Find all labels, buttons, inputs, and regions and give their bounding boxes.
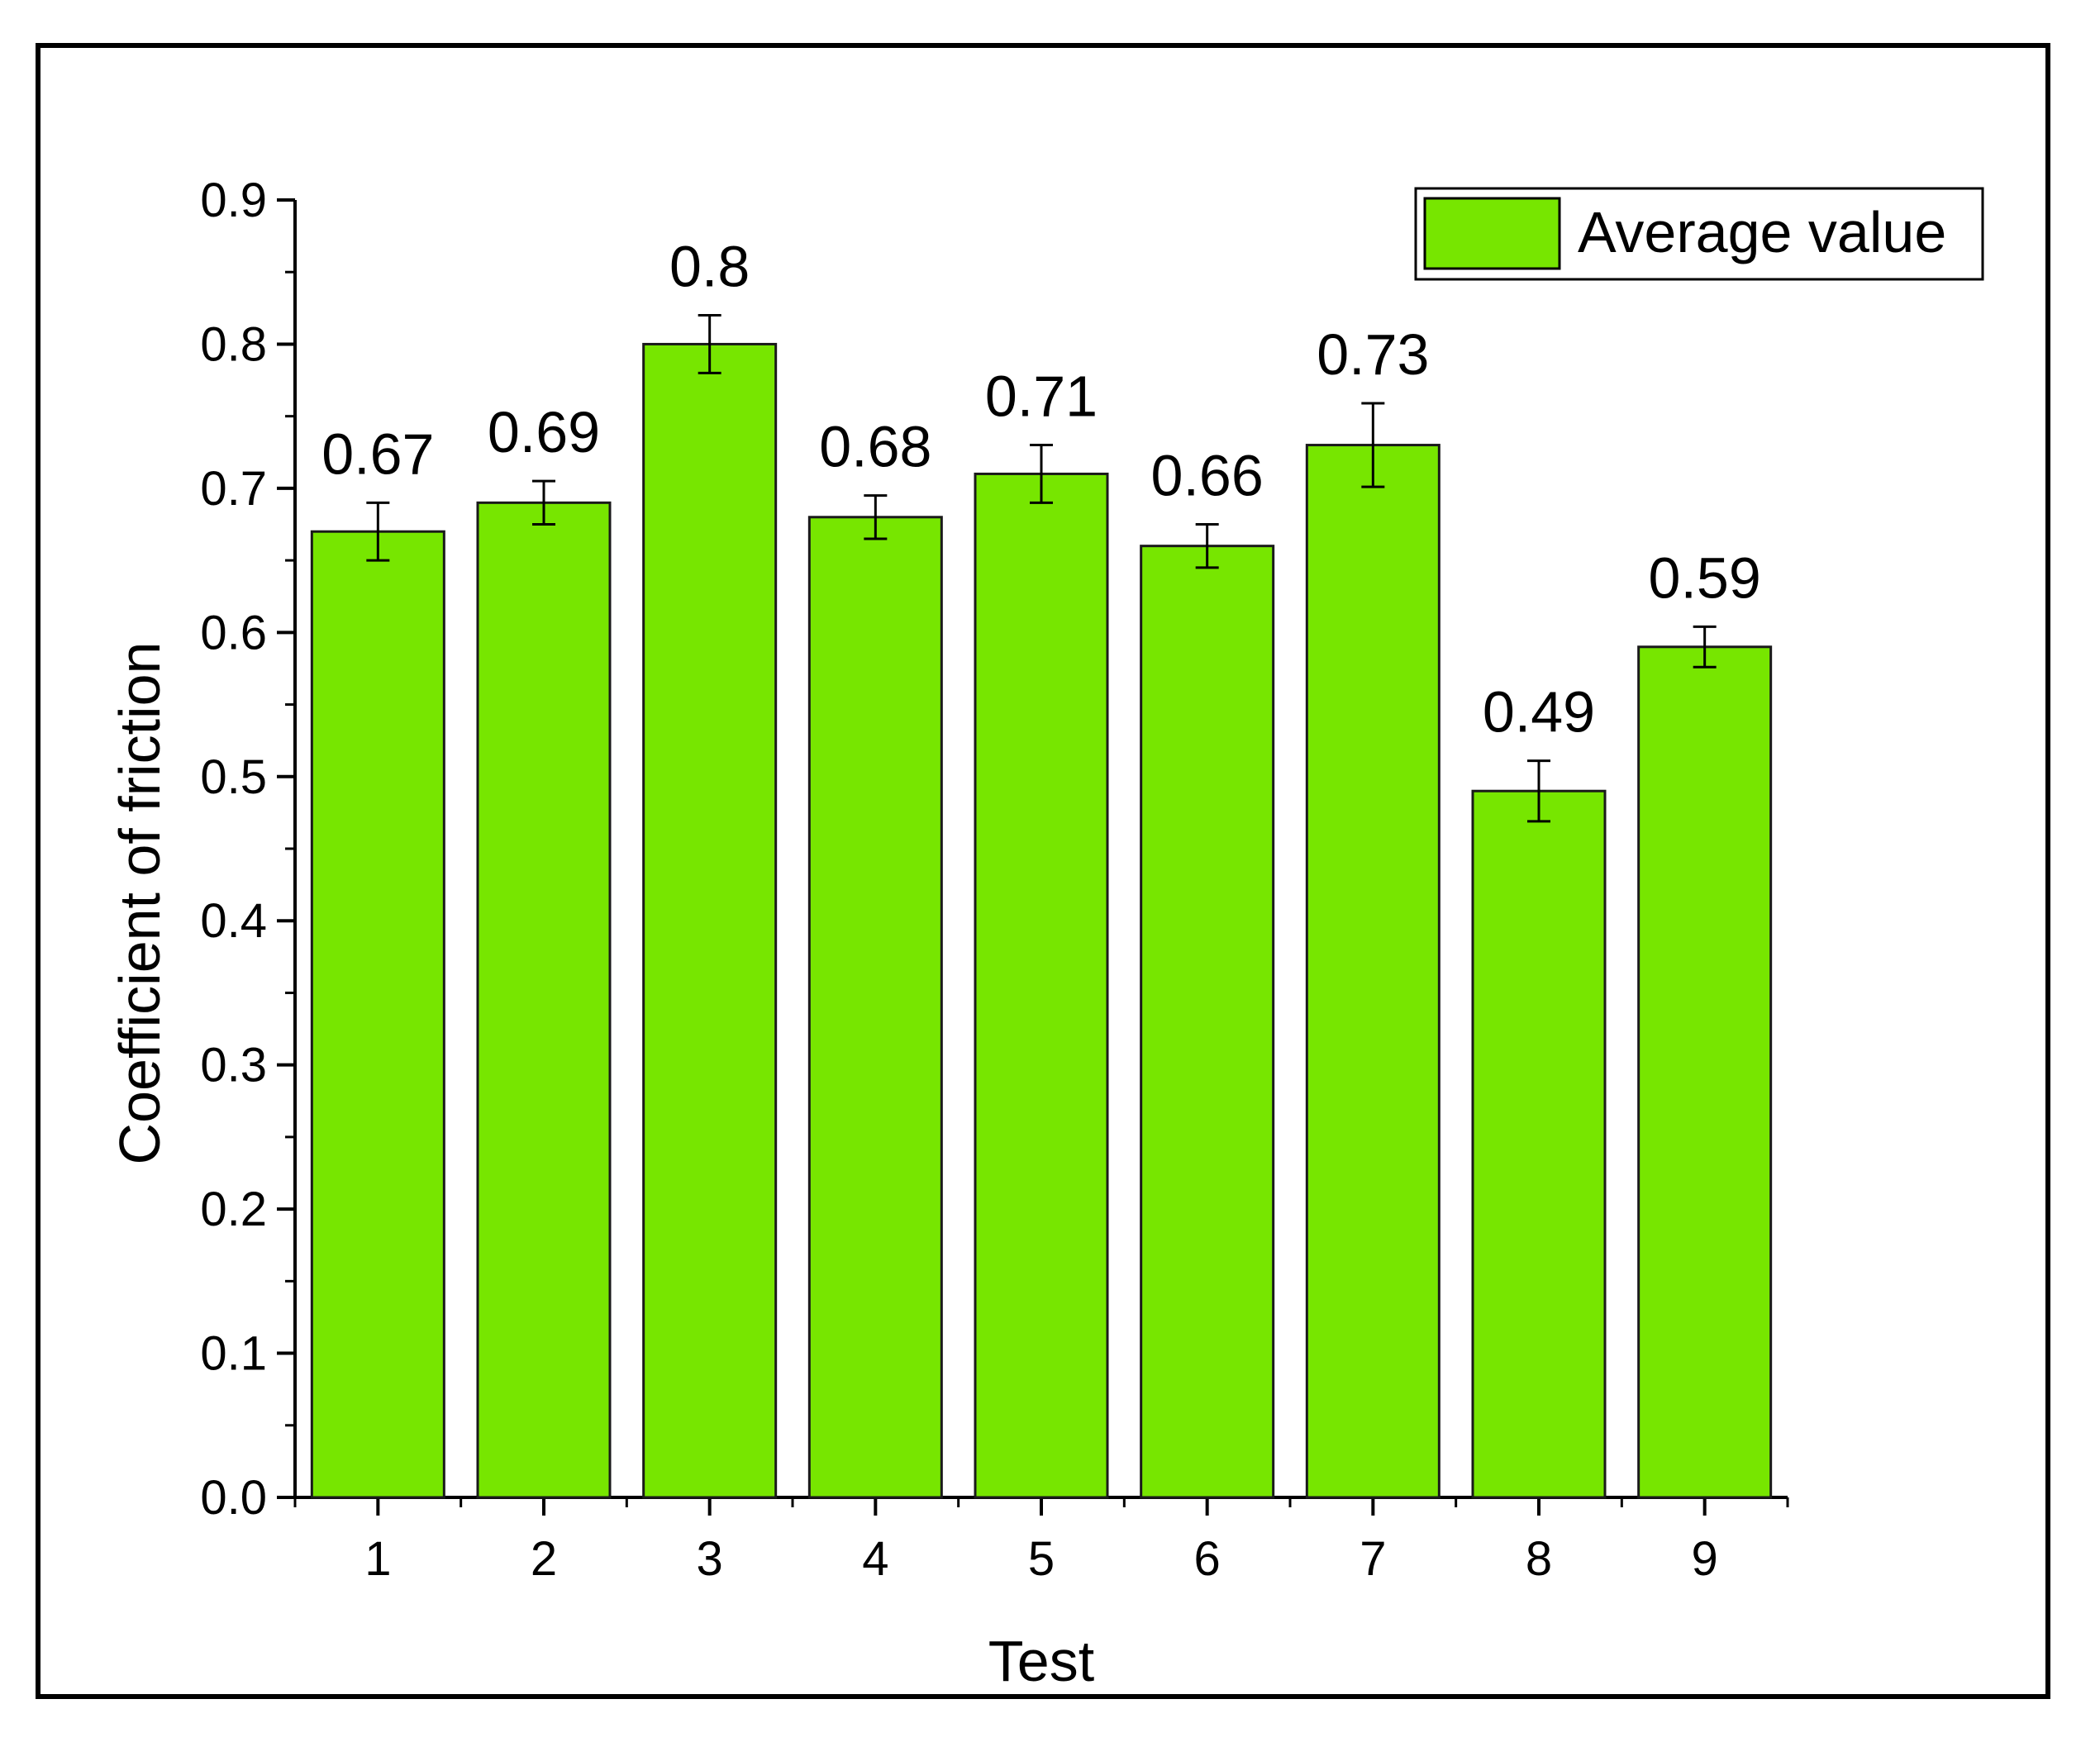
- data-label: 0.71: [985, 364, 1098, 429]
- data-label: 0.49: [1483, 680, 1595, 745]
- x-tick-label: 6: [1194, 1532, 1221, 1586]
- bar: [807, 516, 943, 1499]
- data-label: 0.68: [819, 415, 931, 479]
- x-axis-title: Test: [988, 1629, 1094, 1693]
- error-bars: [366, 314, 1717, 823]
- y-tick-label: 0.6: [200, 606, 267, 659]
- legend-swatch: [1423, 197, 1561, 270]
- x-tick-label: 9: [1692, 1532, 1718, 1586]
- x-tick-label: 2: [531, 1532, 557, 1586]
- bar: [1140, 545, 1275, 1499]
- y-axis: 0.0 0.1 0.2 0.3 0.4 0.5 0.6 0.7 0.8 0.9: [200, 174, 297, 1525]
- data-label: 0.67: [321, 421, 434, 486]
- y-tick-label: 0.9: [200, 174, 267, 227]
- x-tick-label: 4: [862, 1532, 888, 1586]
- legend-label: Average value: [1578, 200, 1946, 264]
- bar: [1471, 789, 1607, 1499]
- y-tick-label: 0.5: [200, 750, 267, 804]
- data-label: 0.73: [1317, 322, 1429, 387]
- x-tick-label: 5: [1028, 1532, 1055, 1586]
- bar: [476, 501, 612, 1499]
- x-tick-label: 8: [1526, 1532, 1552, 1586]
- bar: [974, 472, 1109, 1499]
- y-axis-title: Coefficient of friction: [107, 642, 172, 1165]
- data-label: 0.69: [488, 400, 600, 464]
- y-tick-label: 0.2: [200, 1183, 267, 1236]
- y-tick-label: 0.4: [200, 894, 267, 948]
- bar: [310, 530, 445, 1499]
- y-tick-label: 0.7: [200, 462, 267, 516]
- data-labels: 0.67 0.69 0.8 0.68 0.71 0.66 0.73 0.49 0.59: [321, 235, 1761, 745]
- y-tick-label: 0.3: [200, 1039, 267, 1092]
- x-tick-label: 7: [1360, 1532, 1386, 1586]
- legend: Average value: [1414, 187, 1984, 281]
- bar: [1637, 645, 1773, 1499]
- data-label: 0.59: [1649, 545, 1761, 610]
- y-tick-label: 0.8: [200, 317, 267, 371]
- y-tick-label: 0.1: [200, 1327, 267, 1381]
- bar: [642, 342, 778, 1499]
- bar-series: [310, 342, 1773, 1499]
- data-label: 0.66: [1151, 444, 1264, 508]
- x-tick-label: 1: [364, 1532, 391, 1586]
- bar: [1305, 444, 1440, 1499]
- data-label: 0.8: [669, 235, 750, 299]
- x-tick-label: 3: [697, 1532, 723, 1586]
- y-tick-label: 0.0: [200, 1471, 267, 1525]
